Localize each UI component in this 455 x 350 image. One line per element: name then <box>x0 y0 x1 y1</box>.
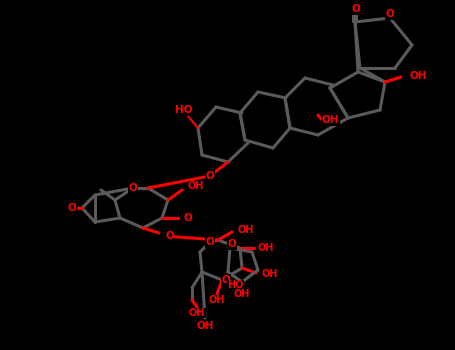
Text: O: O <box>206 237 214 247</box>
Text: O: O <box>228 239 237 249</box>
Text: OH: OH <box>262 269 278 279</box>
Text: O: O <box>222 275 230 285</box>
Text: O: O <box>129 183 137 193</box>
Text: OH: OH <box>196 321 214 331</box>
Text: HO: HO <box>227 280 243 290</box>
Text: O: O <box>206 171 214 181</box>
Text: OH: OH <box>409 71 426 81</box>
Text: O: O <box>165 231 174 241</box>
Text: OH: OH <box>209 295 225 305</box>
Text: OH: OH <box>322 115 339 125</box>
Text: HO: HO <box>175 105 193 115</box>
Text: OH: OH <box>188 181 204 191</box>
Text: OH: OH <box>258 243 274 253</box>
Text: OH: OH <box>238 225 254 235</box>
Text: O: O <box>68 203 76 213</box>
Text: OH: OH <box>189 308 205 318</box>
Text: O: O <box>352 4 360 14</box>
Text: O: O <box>386 9 394 19</box>
Text: O: O <box>184 213 193 223</box>
Text: OH: OH <box>234 289 250 299</box>
